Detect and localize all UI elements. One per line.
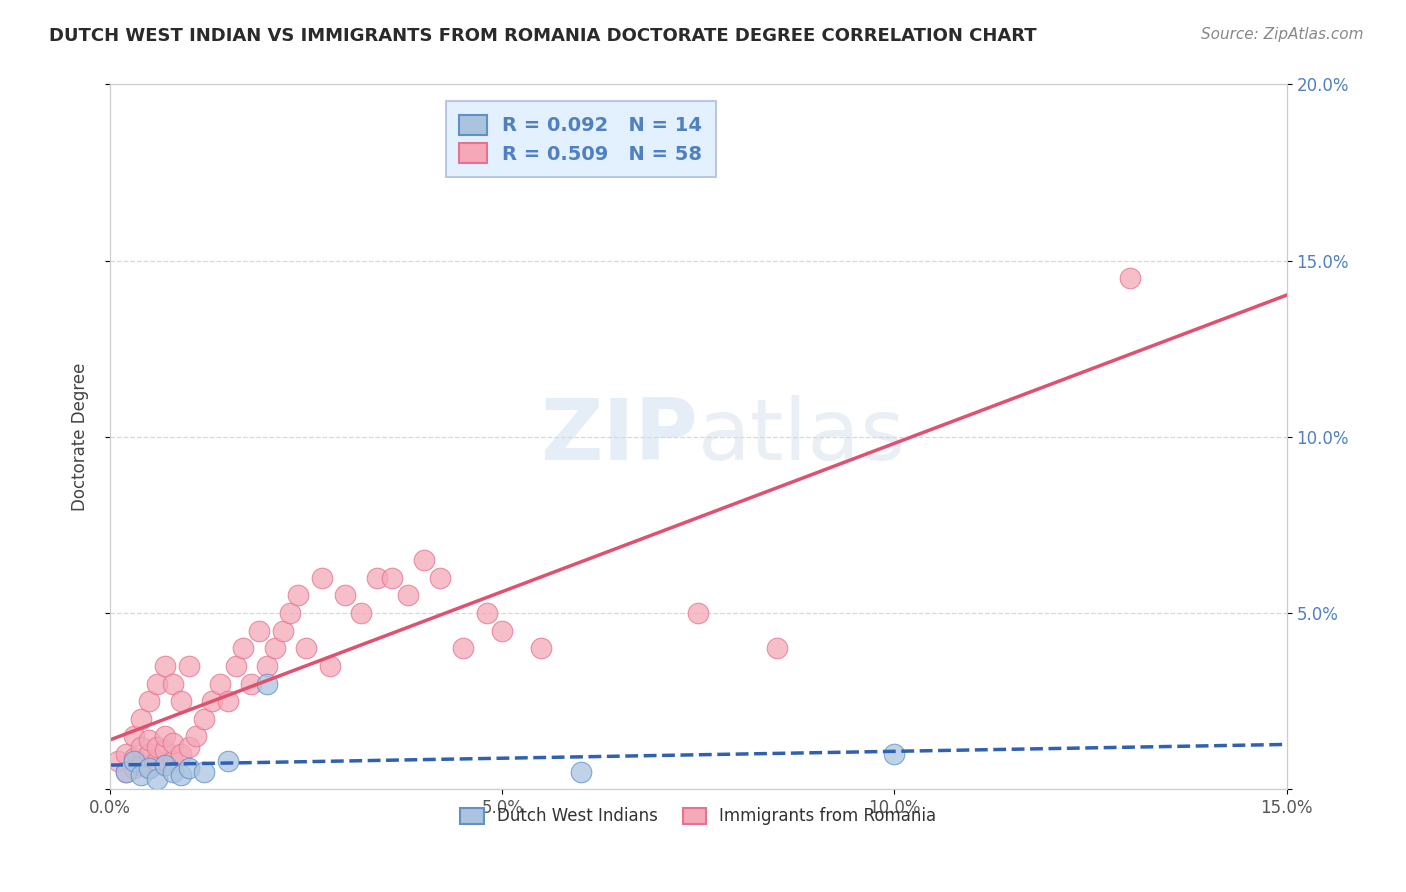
Point <box>138 694 160 708</box>
Point <box>153 757 176 772</box>
Point <box>240 676 263 690</box>
Point <box>295 641 318 656</box>
Point <box>193 764 215 779</box>
Point <box>107 754 129 768</box>
Point <box>122 761 145 775</box>
Y-axis label: Doctorate Degree: Doctorate Degree <box>72 363 89 511</box>
Point <box>114 764 136 779</box>
Point <box>146 739 169 754</box>
Point <box>146 676 169 690</box>
Point <box>256 659 278 673</box>
Point <box>765 641 787 656</box>
Point <box>271 624 294 638</box>
Point <box>186 730 208 744</box>
Point <box>688 606 710 620</box>
Point <box>153 730 176 744</box>
Point <box>138 732 160 747</box>
Point <box>162 764 184 779</box>
Point <box>217 754 239 768</box>
Point <box>131 768 153 782</box>
Point <box>475 606 498 620</box>
Legend: Dutch West Indians, Immigrants from Romania: Dutch West Indians, Immigrants from Roma… <box>451 799 945 834</box>
Point <box>381 571 404 585</box>
Text: atlas: atlas <box>699 395 907 478</box>
Point <box>153 757 176 772</box>
Point <box>451 641 474 656</box>
Point <box>883 747 905 761</box>
Point <box>366 571 388 585</box>
Point <box>225 659 247 673</box>
Point <box>138 761 160 775</box>
Point <box>131 757 153 772</box>
Point <box>162 736 184 750</box>
Point <box>311 571 333 585</box>
Point <box>177 659 200 673</box>
Point <box>122 750 145 764</box>
Point <box>169 747 191 761</box>
Point <box>396 588 419 602</box>
Point <box>169 768 191 782</box>
Point <box>201 694 224 708</box>
Point <box>146 754 169 768</box>
Point <box>153 659 176 673</box>
Point <box>247 624 270 638</box>
Point <box>131 739 153 754</box>
Point <box>256 676 278 690</box>
Point <box>138 747 160 761</box>
Point <box>530 641 553 656</box>
Point <box>162 676 184 690</box>
Point <box>131 712 153 726</box>
Point <box>169 694 191 708</box>
Point <box>122 754 145 768</box>
Point <box>569 764 592 779</box>
Point <box>287 588 309 602</box>
Point <box>412 553 434 567</box>
Point <box>138 761 160 775</box>
Point <box>350 606 373 620</box>
Point <box>146 772 169 786</box>
Point <box>232 641 254 656</box>
Point <box>280 606 302 620</box>
Point <box>114 764 136 779</box>
Point <box>1119 271 1142 285</box>
Point <box>318 659 340 673</box>
Point <box>429 571 451 585</box>
Point <box>114 747 136 761</box>
Point <box>335 588 357 602</box>
Point <box>193 712 215 726</box>
Text: Source: ZipAtlas.com: Source: ZipAtlas.com <box>1201 27 1364 42</box>
Point <box>122 730 145 744</box>
Point <box>263 641 285 656</box>
Point <box>177 739 200 754</box>
Point <box>217 694 239 708</box>
Point <box>491 624 513 638</box>
Point <box>208 676 231 690</box>
Text: DUTCH WEST INDIAN VS IMMIGRANTS FROM ROMANIA DOCTORATE DEGREE CORRELATION CHART: DUTCH WEST INDIAN VS IMMIGRANTS FROM ROM… <box>49 27 1036 45</box>
Point <box>153 743 176 757</box>
Point <box>177 761 200 775</box>
Text: ZIP: ZIP <box>540 395 699 478</box>
Point <box>162 754 184 768</box>
